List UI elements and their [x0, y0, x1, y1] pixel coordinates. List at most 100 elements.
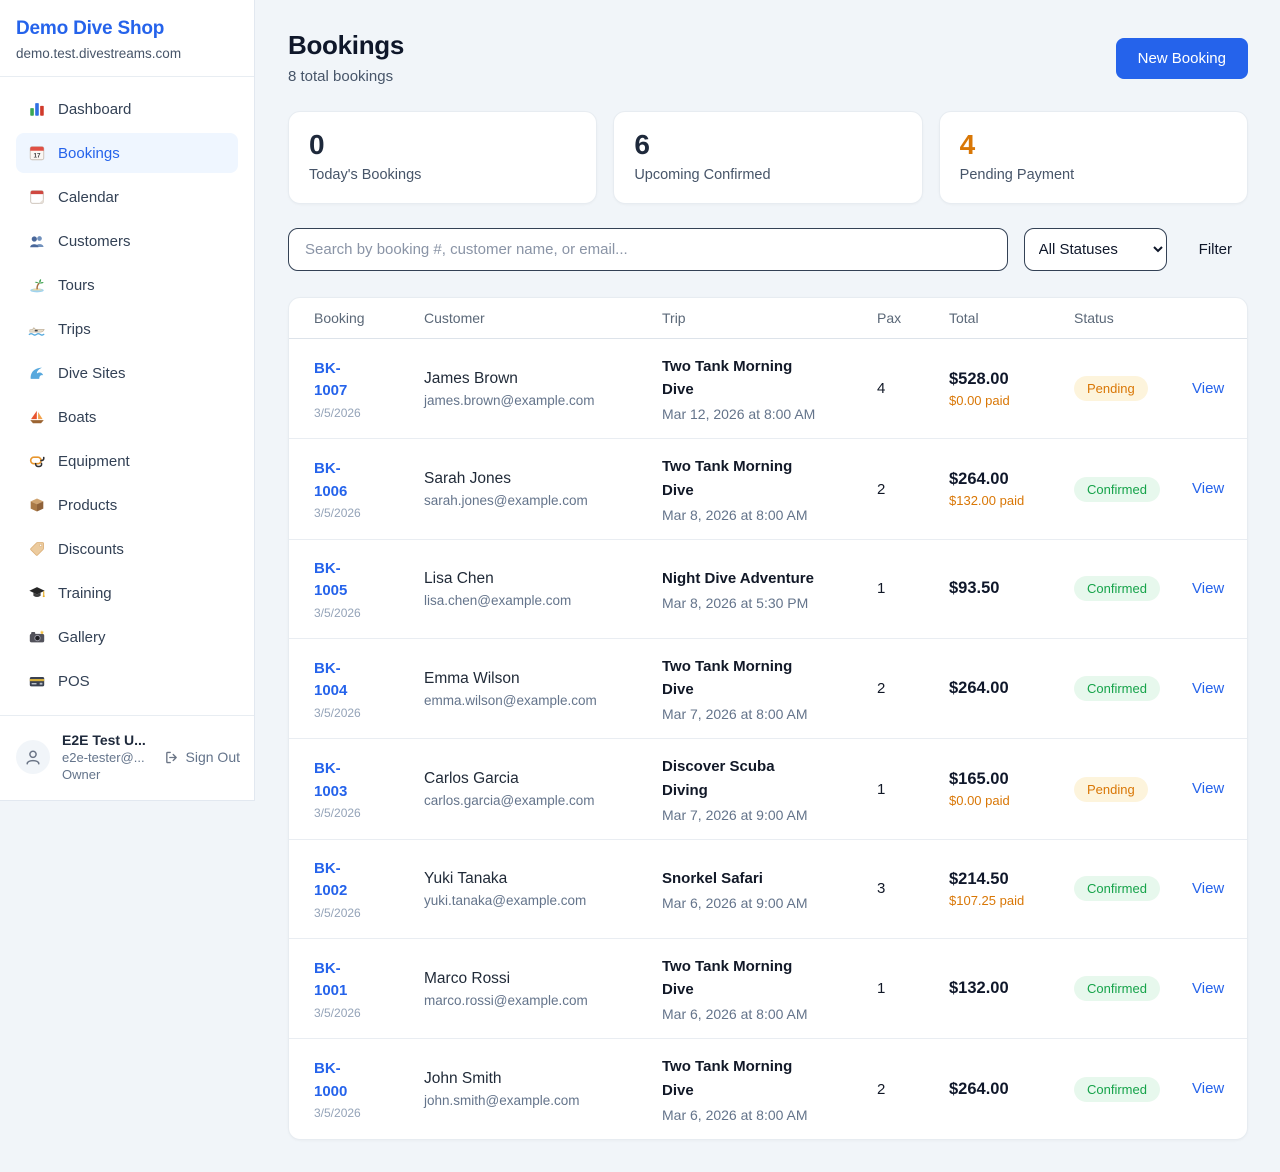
filters-row: All Statuses Filter [288, 227, 1248, 271]
paid-amount: $107.25 paid [949, 892, 1025, 908]
view-link[interactable]: View [1192, 780, 1225, 798]
sidebar-item-calendar[interactable]: Calendar [16, 177, 238, 217]
package-icon [28, 496, 46, 514]
nav-label: POS [58, 672, 90, 690]
sidebar-item-training[interactable]: Training [16, 573, 238, 613]
booking-id-link[interactable]: BK-1006 [314, 460, 348, 500]
total-amount: $528.00 [949, 369, 1009, 388]
customer-email: lisa.chen@example.com [424, 592, 572, 608]
sidebar-item-pos[interactable]: POS [16, 661, 238, 701]
status-badge: Confirmed [1074, 876, 1160, 902]
view-link[interactable]: View [1192, 879, 1225, 897]
nav-label: Products [58, 496, 118, 514]
status-badge: Pending [1074, 776, 1148, 802]
nav-label: Calendar [58, 188, 119, 206]
status-badge: Pending [1074, 376, 1148, 402]
column-header-trip: Trip [662, 309, 686, 326]
status-filter-select[interactable]: All Statuses [1023, 227, 1167, 271]
bookings-table: Booking Customer Trip Pax Total Status BK-100… [288, 296, 1248, 1140]
table-row: BK-1001 3/5/2026 Marco Rossi marco.rossi… [289, 939, 1247, 1040]
sidebar-item-equipment[interactable]: Equipment [16, 441, 238, 481]
trip-name: Two Tank Morning Dive [662, 657, 793, 699]
booking-id-link[interactable]: BK-1003 [314, 760, 348, 800]
booking-cell: BK-1003 3/5/2026 [314, 758, 424, 820]
paid-amount: $132.00 paid [949, 493, 1025, 509]
booking-date: 3/5/2026 [314, 605, 361, 620]
total-cell: $93.50 [949, 579, 1074, 598]
stat-label: Today's Bookings [309, 166, 422, 183]
total-amount: $214.50 [949, 869, 1009, 888]
booking-id-link[interactable]: BK-1007 [314, 359, 348, 400]
sidebar-nav: Dashboard Bookings Calendar Customers To… [0, 77, 254, 715]
stat-value: 6 [634, 129, 650, 160]
trip-name: Snorkel Safari [662, 869, 763, 887]
customer-cell: Emma Wilson emma.wilson@example.com [424, 670, 662, 708]
page-subtitle: 8 total bookings [288, 68, 394, 85]
trip-name: Two Tank Morning Dive [662, 458, 793, 499]
total-cell: $214.50 $107.25 paid [949, 870, 1074, 908]
booking-id-link[interactable]: BK-1002 [314, 859, 348, 900]
nav-label: Boats [58, 408, 97, 426]
sidebar-item-bookings[interactable]: Bookings [16, 133, 238, 173]
status-cell: Confirmed [1074, 1076, 1192, 1102]
grad-cap-icon [28, 584, 46, 602]
trip-name: Two Tank Morning Dive [662, 357, 793, 399]
speedboat-icon [28, 320, 46, 338]
customer-name: Emma Wilson [424, 669, 520, 687]
trip-name: Discover Scuba Diving [662, 758, 775, 799]
sidebar-item-customers[interactable]: Customers [16, 221, 238, 261]
view-link[interactable]: View [1192, 979, 1225, 997]
booking-id-link[interactable]: BK-1004 [314, 659, 348, 700]
main-content: Bookings 8 total bookings New Booking 0 … [255, 0, 1280, 1172]
sidebar-item-trips[interactable]: Trips [16, 309, 238, 349]
booking-cell: BK-1004 3/5/2026 [314, 658, 424, 720]
search-input[interactable] [288, 227, 1008, 271]
avatar [16, 740, 50, 774]
customer-name: Carlos Garcia [424, 770, 519, 788]
nav-label: Training [58, 584, 112, 602]
stat-label: Pending Payment [959, 166, 1075, 183]
table-row: BK-1002 3/5/2026 Yuki Tanaka yuki.tanaka… [289, 840, 1247, 939]
column-header-booking: Booking [314, 309, 365, 326]
brand: Demo Dive Shop demo.test.divestreams.com [0, 0, 254, 77]
customer-email: marco.rossi@example.com [424, 992, 588, 1008]
table-body: BK-1007 3/5/2026 James Brown james.brown… [289, 339, 1247, 1139]
view-link[interactable]: View [1192, 379, 1225, 397]
brand-name[interactable]: Demo Dive Shop [16, 18, 165, 39]
customer-name: James Brown [424, 369, 518, 387]
sidebar-item-boats[interactable]: Boats [16, 397, 238, 437]
bar-chart-icon [28, 100, 46, 118]
view-link[interactable]: View [1192, 579, 1225, 597]
booking-date: 3/5/2026 [314, 705, 361, 720]
view-link[interactable]: View [1192, 480, 1225, 498]
view-link[interactable]: View [1192, 1080, 1225, 1098]
stats-row: 0 Today's Bookings 6 Upcoming Confirmed … [288, 111, 1248, 204]
booking-id-link[interactable]: BK-1001 [314, 959, 348, 1000]
sidebar-item-discounts[interactable]: Discounts [16, 529, 238, 569]
view-link[interactable]: View [1192, 679, 1225, 697]
status-cell: Pending [1074, 376, 1192, 402]
pax-count: 2 [877, 1080, 886, 1098]
pax-count: 2 [877, 680, 886, 698]
filter-button[interactable]: Filter [1183, 241, 1248, 258]
customer-cell: John Smith john.smith@example.com [424, 1070, 662, 1108]
wave-icon [28, 364, 46, 382]
sidebar-item-dive-sites[interactable]: Dive Sites [16, 353, 238, 393]
booking-date: 3/5/2026 [314, 1005, 361, 1020]
trip-cell: Two Tank Morning Dive Mar 6, 2026 at 8:0… [662, 1055, 877, 1123]
booking-id-link[interactable]: BK-1005 [314, 559, 348, 600]
customer-email: carlos.garcia@example.com [424, 793, 595, 809]
trip-name: Two Tank Morning Dive [662, 1058, 793, 1099]
view-cell: View [1192, 880, 1227, 898]
customer-email: sarah.jones@example.com [424, 493, 588, 509]
new-booking-button[interactable]: New Booking [1115, 38, 1248, 79]
pax-count: 1 [877, 980, 886, 998]
sidebar-item-products[interactable]: Products [16, 485, 238, 525]
nav-label: Dive Sites [58, 364, 126, 382]
sidebar-item-tours[interactable]: Tours [16, 265, 238, 305]
column-header-status: Status [1074, 309, 1114, 326]
booking-id-link[interactable]: BK-1000 [314, 1060, 348, 1100]
sidebar-item-dashboard[interactable]: Dashboard [16, 89, 238, 129]
sign-out-button[interactable]: Sign Out [163, 749, 240, 766]
sidebar-item-gallery[interactable]: Gallery [16, 617, 238, 657]
